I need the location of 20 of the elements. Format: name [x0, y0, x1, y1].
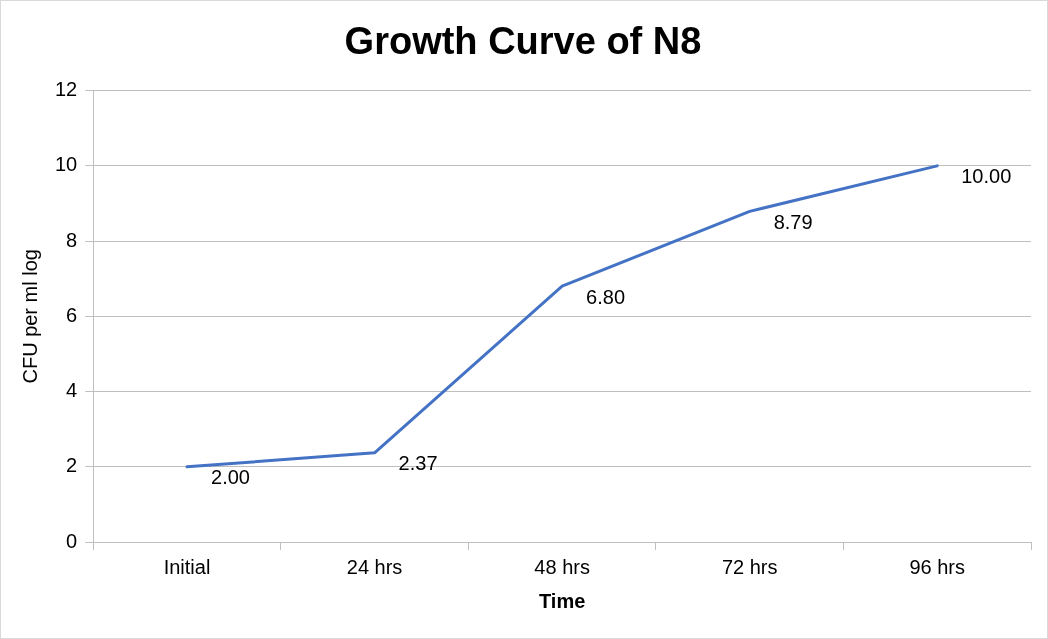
data-label: 2.00	[211, 466, 250, 489]
data-label: 10.00	[961, 165, 1012, 188]
data-label: 2.37	[398, 452, 438, 475]
data-label: 8.79	[773, 210, 813, 233]
y-tick-label: 6	[66, 303, 78, 326]
x-tick-label: 48 hrs	[534, 555, 590, 578]
chart-title: Growth Curve of N8	[344, 20, 702, 63]
y-tick-label: 4	[66, 379, 78, 402]
x-tick-label: Initial	[163, 555, 211, 578]
y-tick-label: 10	[55, 153, 78, 176]
y-tick-label: 2	[66, 454, 78, 477]
x-tick-label: 72 hrs	[721, 555, 778, 578]
y-tick-label: 12	[55, 78, 78, 101]
y-axis-title: CFU per ml log	[18, 249, 41, 384]
x-tick-label: 24 hrs	[346, 555, 403, 578]
y-tick-label: 8	[66, 228, 78, 251]
x-axis-title: Time	[538, 589, 586, 612]
data-label: 6.80	[586, 285, 626, 308]
x-tick-label: 96 hrs	[909, 555, 966, 578]
y-tick-label: 0	[66, 529, 78, 552]
